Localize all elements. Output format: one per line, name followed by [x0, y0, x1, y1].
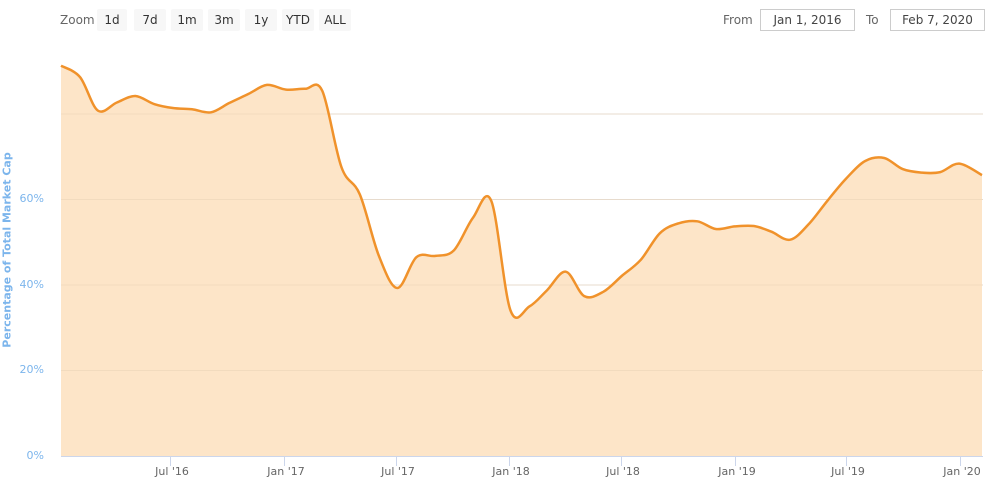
- x-tick-jul-18: Jul '18: [606, 465, 640, 478]
- x-tick-jul-19: Jul '19: [831, 465, 865, 478]
- x-tick-jan-20: Jan '20: [943, 465, 981, 478]
- zoom-1m-button[interactable]: 1m: [171, 9, 203, 31]
- area-fill: [61, 65, 982, 456]
- x-axis-ticks: [170, 456, 961, 466]
- range-selector-toolbar: Zoom 1d 7d 1m 3m 1y YTD ALL From Jan 1, …: [0, 9, 987, 31]
- x-tick-jan-19: Jan '19: [718, 465, 756, 478]
- x-tick-jul-16: Jul '16: [155, 465, 189, 478]
- zoom-7d-button[interactable]: 7d: [134, 9, 166, 31]
- from-date-input[interactable]: Jan 1, 2016: [760, 9, 855, 31]
- zoom-1d-button[interactable]: 1d: [97, 9, 127, 31]
- y-tick-0: 0%: [26, 449, 44, 462]
- y-tick-20: 20%: [19, 363, 44, 376]
- x-tick-jan-17: Jan '17: [267, 465, 305, 478]
- x-tick-jul-17: Jul '17: [381, 465, 415, 478]
- zoom-all-button[interactable]: ALL: [319, 9, 351, 31]
- to-date-input[interactable]: Feb 7, 2020: [890, 9, 985, 31]
- y-tick-40: 40%: [19, 278, 44, 291]
- zoom-ytd-button[interactable]: YTD: [282, 9, 314, 31]
- from-label: From: [723, 13, 753, 27]
- series-line[interactable]: [60, 64, 983, 319]
- zoom-1y-button[interactable]: 1y: [245, 9, 277, 31]
- to-label: To: [866, 13, 879, 27]
- zoom-label: Zoom: [60, 13, 95, 27]
- x-tick-jan-18: Jan '18: [492, 465, 530, 478]
- y-tick-60: 60%: [19, 192, 44, 205]
- zoom-3m-button[interactable]: 3m: [208, 9, 240, 31]
